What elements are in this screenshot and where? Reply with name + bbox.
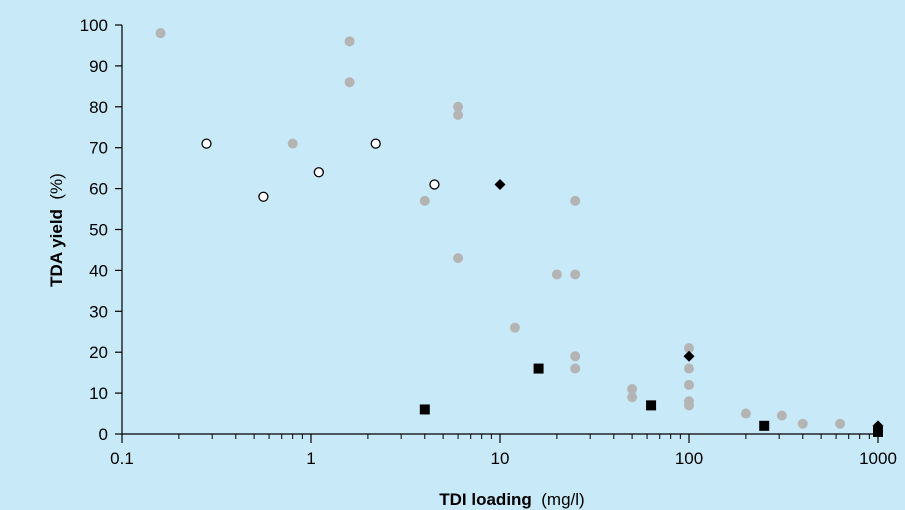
x-tick-label: 1000 — [859, 449, 897, 468]
x-axis-label: TDI loading — [439, 490, 532, 509]
grey-dot-point — [570, 351, 581, 362]
y-axis-label: TDA yield — [47, 209, 66, 287]
y-tick-label: 30 — [89, 302, 108, 321]
grey-dot-point — [570, 363, 581, 374]
y-axis-title: TDA yield (%) — [47, 173, 66, 287]
grey-dot-point — [684, 400, 694, 411]
grey-dot-point — [684, 363, 694, 374]
open-circle-point — [201, 138, 212, 149]
grey-dot-point — [419, 195, 430, 206]
grey-dot-point — [740, 408, 751, 419]
grey-dot-point — [627, 384, 638, 395]
y-tick-label: 10 — [89, 384, 108, 403]
y-tick-label: 100 — [80, 16, 108, 35]
y-tick-label: 50 — [89, 221, 108, 240]
x-tick-label: 1 — [306, 449, 315, 468]
y-tick-label: 20 — [89, 343, 108, 362]
square-point — [646, 400, 657, 411]
diamond-point — [494, 179, 506, 191]
grey-dot-point — [155, 28, 166, 39]
y-tick-label: 0 — [99, 425, 108, 444]
data-points — [155, 28, 884, 437]
grey-dot-point — [627, 392, 638, 403]
square-point — [873, 426, 883, 437]
y-tick-label: 70 — [89, 139, 108, 158]
grey-dot-point — [684, 379, 694, 390]
y-axis-unit: (%) — [47, 173, 66, 199]
open-circle-point — [313, 167, 324, 178]
grey-dot-point — [344, 77, 355, 88]
grey-dot-point — [797, 418, 808, 429]
grey-dot-point — [551, 269, 562, 280]
grey-dot-point — [776, 410, 787, 421]
grey-dot-point — [509, 322, 520, 333]
grey-dot-point — [570, 195, 581, 206]
x-tick-label: 0.1 — [110, 449, 134, 468]
open-circle-point — [258, 191, 269, 202]
axes: 0 10 20 30 40 50 60 70 80 90 100 0.1 1 10 100 1000 — [80, 16, 897, 468]
y-tick-label: 80 — [89, 98, 108, 117]
grey-dot-point — [570, 269, 581, 280]
y-tick-label: 90 — [89, 57, 108, 76]
grey-dot-point — [684, 343, 694, 354]
grey-dot-point — [453, 253, 464, 264]
x-tick-label: 10 — [491, 449, 510, 468]
grey-dot-point — [287, 138, 298, 149]
square-point — [759, 420, 770, 431]
grey-dot-point — [835, 418, 846, 429]
grey-dot-point — [453, 109, 464, 120]
x-axis-unit: (mg/l) — [541, 490, 584, 509]
grey-dot-point — [453, 101, 464, 112]
open-circle-point — [370, 138, 381, 149]
diamond-point — [683, 350, 695, 362]
x-axis-title: TDI loading (mg/l) — [439, 490, 584, 509]
y-tick-label: 60 — [89, 180, 108, 199]
grey-dot-point — [344, 36, 355, 47]
open-circle-point — [429, 179, 440, 190]
y-tick-label: 40 — [89, 261, 108, 280]
square-point — [419, 404, 430, 415]
square-point — [533, 363, 544, 374]
x-tick-label: 100 — [675, 449, 703, 468]
